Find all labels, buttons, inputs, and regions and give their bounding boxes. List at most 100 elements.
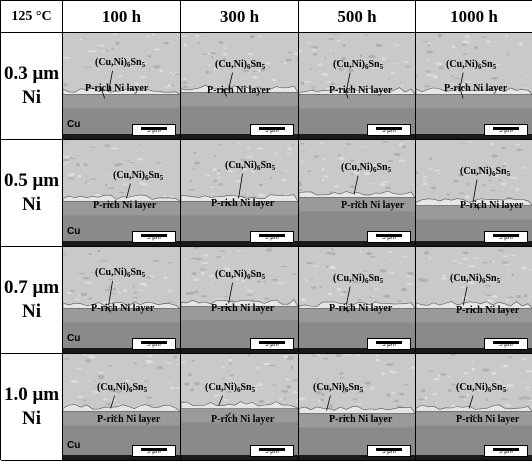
ni-thickness: 0.5 μm xyxy=(3,170,60,192)
scale-bar: 5 μm xyxy=(367,445,411,457)
scale-bar-line xyxy=(141,341,167,344)
ni-thickness: 0.7 μm xyxy=(3,277,60,299)
imc-label: (Cu,Ni)6Sn5 xyxy=(456,382,506,394)
imc-label-mid: Sn xyxy=(368,273,380,284)
ni-metal: Ni xyxy=(22,301,41,322)
time-header-3: 1000 h xyxy=(416,1,532,33)
sem-info-bar xyxy=(416,348,532,353)
p-rich-ni-label: P-rich Ni layer xyxy=(93,200,157,211)
ni-thickness: 0.3 μm xyxy=(3,63,60,85)
cu-label: Cu xyxy=(67,119,81,130)
micrograph-r3-c0: (Cu,Ni)6Sn5 P-rich Ni layer Cu 5 μm xyxy=(63,354,181,461)
imc-label-sub2: 5 xyxy=(141,271,146,279)
row-label-3: 1.0 μm Ni xyxy=(1,354,63,461)
imc-label: (Cu,Ni)6Sn5 xyxy=(313,382,363,394)
scale-bar-text: 5 μm xyxy=(265,342,279,348)
scale-bar-text: 5 μm xyxy=(147,128,161,134)
sem-image xyxy=(416,354,532,460)
imc-label: (Cu,Ni)6Sn5 xyxy=(333,59,383,71)
scale-bar-text: 5 μm xyxy=(265,235,279,241)
p-rich-ni-label: P-rich Ni layer xyxy=(329,85,393,96)
sem-image xyxy=(299,354,415,460)
imc-label-mid: Sn xyxy=(250,269,262,280)
micrograph-r3-c2: (Cu,Ni)6Sn5 P-rich Ni layer 5 μm xyxy=(299,354,416,461)
sem-info-bar xyxy=(416,455,532,460)
scale-bar-text: 5 μm xyxy=(147,342,161,348)
scale-bar-line xyxy=(493,448,519,451)
imc-label-prefix: (Cu,Ni) xyxy=(215,269,247,280)
imc-label: (Cu,Ni)6Sn5 xyxy=(333,273,383,285)
imc-label-sub1: 6 xyxy=(372,166,377,174)
sem-image xyxy=(63,354,180,460)
sem-image xyxy=(299,140,415,246)
scale-bar-line xyxy=(493,341,519,344)
row-label-1: 0.5 μm Ni xyxy=(1,140,63,247)
scale-bar-line xyxy=(259,448,285,451)
sem-image xyxy=(63,247,180,353)
ni-metal: Ni xyxy=(22,87,41,108)
imc-label-sub1: 6 xyxy=(246,273,251,281)
imc-label-sub2: 5 xyxy=(359,386,364,394)
imc-label-sub2: 5 xyxy=(496,277,501,285)
p-rich-ni-label: P-rich Ni layer xyxy=(85,83,149,94)
scale-bar: 5 μm xyxy=(484,124,528,136)
imc-label-sub1: 6 xyxy=(236,386,241,394)
scale-bar: 5 μm xyxy=(132,338,176,350)
cu-label: Cu xyxy=(67,226,81,237)
imc-label-sub1: 6 xyxy=(491,170,496,178)
scale-bar-line xyxy=(376,448,402,451)
scale-bar: 5 μm xyxy=(250,445,294,457)
imc-label-sub1: 6 xyxy=(144,174,149,182)
imc-label: (Cu,Ni)6Sn5 xyxy=(215,59,265,71)
scale-bar: 5 μm xyxy=(484,338,528,350)
imc-label: (Cu,Ni)6Sn5 xyxy=(446,59,496,71)
micrograph-r1-c1: (Cu,Ni)6Sn5 P-rich Ni layer 5 μm xyxy=(181,140,299,247)
row-label-2: 0.7 μm Ni xyxy=(1,247,63,354)
scale-bar: 5 μm xyxy=(250,338,294,350)
scale-bar-line xyxy=(141,127,167,130)
sem-info-bar xyxy=(299,134,415,139)
scale-bar-line xyxy=(376,234,402,237)
ni-thickness: 1.0 μm xyxy=(3,384,60,406)
sem-image xyxy=(416,247,532,353)
imc-label-prefix: (Cu,Ni) xyxy=(95,57,127,68)
sem-info-bar xyxy=(299,241,415,246)
scale-bar-line xyxy=(259,127,285,130)
micrograph-r1-c0: (Cu,Ni)6Sn5 P-rich Ni layer Cu 5 μm xyxy=(63,140,181,247)
imc-label-sub1: 6 xyxy=(256,164,261,172)
imc-label-mid: Sn xyxy=(130,57,142,68)
imc-label-sub2: 5 xyxy=(379,63,384,71)
imc-label: (Cu,Ni)6Sn5 xyxy=(97,382,147,394)
p-rich-ni-label: P-rich Ni layer xyxy=(456,305,520,316)
sem-image xyxy=(299,33,415,139)
time-header-2: 500 h xyxy=(299,1,416,33)
sem-info-bar xyxy=(181,348,298,353)
sem-image xyxy=(416,33,532,139)
p-rich-ni-label: P-rich Ni layer xyxy=(91,303,155,314)
sem-info-bar xyxy=(416,134,532,139)
sem-info-bar xyxy=(299,348,415,353)
imc-label-mid: Sn xyxy=(495,166,507,177)
imc-label-sub2: 5 xyxy=(261,273,266,281)
cu-label: Cu xyxy=(67,333,81,344)
scale-bar-line xyxy=(141,448,167,451)
micrograph-r1-c3: (Cu,Ni)6Sn5 P-rich Ni layer 5 μm xyxy=(416,140,532,247)
imc-label-sub1: 6 xyxy=(126,61,131,69)
p-rich-ni-label: P-rich Ni layer xyxy=(97,414,161,425)
scale-bar: 5 μm xyxy=(132,231,176,243)
sem-info-bar xyxy=(181,134,298,139)
scale-bar-text: 5 μm xyxy=(382,342,396,348)
imc-label: (Cu,Ni)6Sn5 xyxy=(95,267,145,279)
scale-bar-text: 5 μm xyxy=(499,342,513,348)
imc-label-sub1: 6 xyxy=(246,63,251,71)
imc-label-sub2: 5 xyxy=(271,164,276,172)
sem-info-bar xyxy=(63,348,180,353)
scale-bar-text: 5 μm xyxy=(499,128,513,134)
temperature-header: 125 °C xyxy=(1,1,63,33)
ni-metal: Ni xyxy=(22,194,41,215)
p-rich-ni-label: P-rich Ni layer xyxy=(456,414,520,425)
p-rich-ni-label: P-rich Ni layer xyxy=(329,303,393,314)
imc-label-prefix: (Cu,Ni) xyxy=(341,162,373,173)
imc-label-prefix: (Cu,Ni) xyxy=(95,267,127,278)
imc-label-mid: Sn xyxy=(485,273,497,284)
